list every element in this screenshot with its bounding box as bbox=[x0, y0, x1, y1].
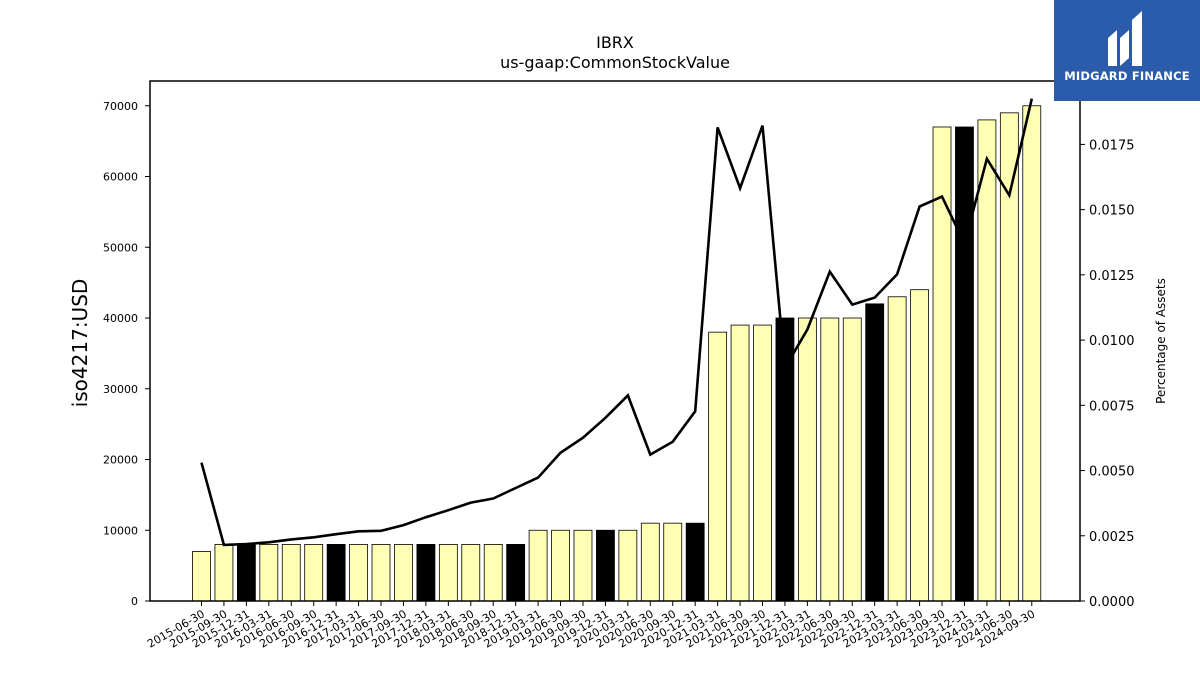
bar-2017-12-31 bbox=[416, 544, 436, 602]
bar-2019-03-31 bbox=[528, 529, 548, 602]
y-tick-label: 60000 bbox=[103, 171, 138, 184]
bar-2019-09-30 bbox=[573, 529, 593, 602]
bar-2016-03-31 bbox=[259, 544, 279, 602]
bar-2016-12-31 bbox=[326, 544, 346, 602]
bar-series bbox=[192, 105, 1042, 602]
midgard-finance-logo: MIDGARD FINANCE bbox=[1054, 0, 1200, 101]
y-axis-label: iso4217:USD bbox=[68, 279, 92, 408]
chart-title: IBRX bbox=[596, 33, 634, 52]
bar-2019-06-30 bbox=[551, 529, 570, 602]
y-tick-label: 0 bbox=[131, 595, 138, 608]
y-tick-label: 70000 bbox=[103, 100, 138, 113]
bar-2017-06-30 bbox=[371, 544, 391, 602]
bar-2022-12-31 bbox=[865, 303, 885, 602]
bar-2019-12-31 bbox=[596, 529, 615, 602]
bar-2021-06-30 bbox=[730, 324, 750, 602]
y2-tick-label: 0.0100 bbox=[1089, 334, 1135, 349]
bar-2020-03-31 bbox=[618, 529, 638, 602]
bar-2022-09-30 bbox=[842, 317, 862, 602]
bar-2020-06-30 bbox=[640, 522, 660, 602]
logo-text: MIDGARD FINANCE bbox=[1064, 69, 1190, 83]
y2-tick-label: 0.0175 bbox=[1089, 138, 1135, 153]
bar-2016-09-30 bbox=[304, 544, 324, 602]
y-tick-label: 50000 bbox=[103, 241, 138, 254]
bar-2022-03-31 bbox=[797, 317, 817, 602]
plot-frame bbox=[149, 80, 1081, 602]
y-tick-label: 40000 bbox=[103, 312, 138, 325]
y-tick-label: 30000 bbox=[103, 383, 138, 396]
bar-2018-12-31 bbox=[506, 544, 526, 602]
axes: 0 10000 20000 30000 40000 50000 60000 70000 0.00… bbox=[103, 100, 1135, 651]
y-tick-label: 10000 bbox=[103, 524, 138, 537]
bar-2018-03-31 bbox=[438, 544, 458, 602]
bar-2024-03-31 bbox=[977, 119, 997, 602]
y2-tick-label: 0.0050 bbox=[1089, 465, 1135, 480]
bar-2023-06-30 bbox=[910, 289, 929, 602]
y2-tick-label: 0.0075 bbox=[1089, 399, 1135, 414]
y-tick-label: 20000 bbox=[103, 454, 138, 467]
bar-2018-09-30 bbox=[483, 544, 503, 602]
y2-tick-label: 0.0025 bbox=[1089, 530, 1135, 545]
y2-tick-label: 0.0000 bbox=[1089, 595, 1135, 610]
percentage-of-assets-line bbox=[200, 98, 1034, 547]
y2-axis-label: Percentage of Assets bbox=[1154, 278, 1168, 404]
bar-2020-09-30 bbox=[663, 522, 683, 602]
bar-2021-03-31 bbox=[708, 331, 728, 602]
bar-2023-03-31 bbox=[887, 296, 907, 602]
bar-2017-03-31 bbox=[349, 544, 368, 602]
y2-tick-label: 0.0125 bbox=[1089, 269, 1135, 284]
chart-subtitle: us-gaap:CommonStockValue bbox=[500, 53, 730, 72]
midgard-logo-icon bbox=[1108, 11, 1142, 66]
bar-2015-06-30 bbox=[192, 551, 211, 602]
bar-2018-06-30 bbox=[461, 544, 481, 602]
y2-tick-label: 0.0150 bbox=[1089, 204, 1135, 219]
bar-2016-06-30 bbox=[281, 544, 301, 602]
bar-2017-09-30 bbox=[394, 544, 413, 602]
bar-2024-09-30 bbox=[1022, 105, 1042, 602]
bar-2020-12-31 bbox=[685, 522, 705, 602]
bar-2023-12-31 bbox=[955, 126, 974, 602]
bar-2015-09-30 bbox=[214, 544, 234, 602]
bar-2015-12-31 bbox=[236, 544, 256, 602]
bar-2022-06-30 bbox=[820, 317, 840, 602]
bar-2021-09-30 bbox=[753, 324, 772, 602]
